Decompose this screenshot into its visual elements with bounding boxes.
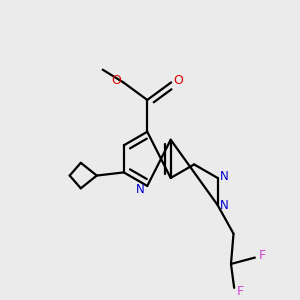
Text: F: F [236, 284, 244, 298]
Text: N: N [220, 170, 229, 183]
Text: N: N [220, 199, 229, 212]
Text: F: F [258, 250, 266, 262]
Text: O: O [111, 74, 121, 87]
Text: N: N [136, 183, 145, 196]
Text: O: O [173, 74, 183, 87]
